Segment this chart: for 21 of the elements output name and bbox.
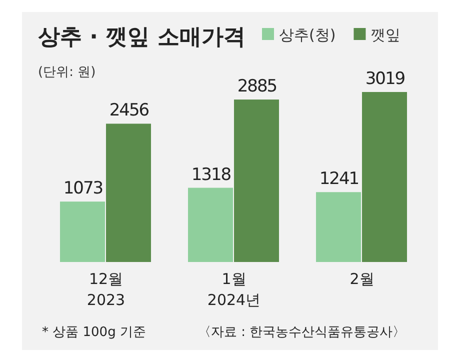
bar [316, 192, 361, 262]
bar [188, 188, 233, 262]
chart-subtitle: (단위: 원) [38, 65, 96, 80]
x-tick-label: 1월 2024년 [207, 270, 261, 309]
bar [234, 100, 279, 262]
text: * 상품 100g 기준 [42, 325, 146, 340]
data-label: 1241 [319, 169, 359, 190]
data-label: 1318 [191, 164, 231, 185]
chart-title: 상추 · 깻잎 소매가격 [38, 25, 246, 50]
data-label: 3019 [365, 69, 405, 89]
text: 〈자료 : 한국농수산식품유통공사〉 [198, 325, 406, 340]
x-tick-label: 12월 2023 [86, 270, 126, 309]
data-label: 1073 [63, 178, 103, 199]
bar [106, 124, 151, 262]
legend-label: 상추(청) [279, 26, 336, 44]
x-tick-label: 2월 [350, 270, 374, 288]
legend-label: 깻잎 [370, 26, 401, 44]
bar [362, 92, 407, 262]
data-label: 2456 [109, 100, 149, 121]
bar [60, 202, 105, 262]
data-label: 2885 [237, 76, 277, 97]
